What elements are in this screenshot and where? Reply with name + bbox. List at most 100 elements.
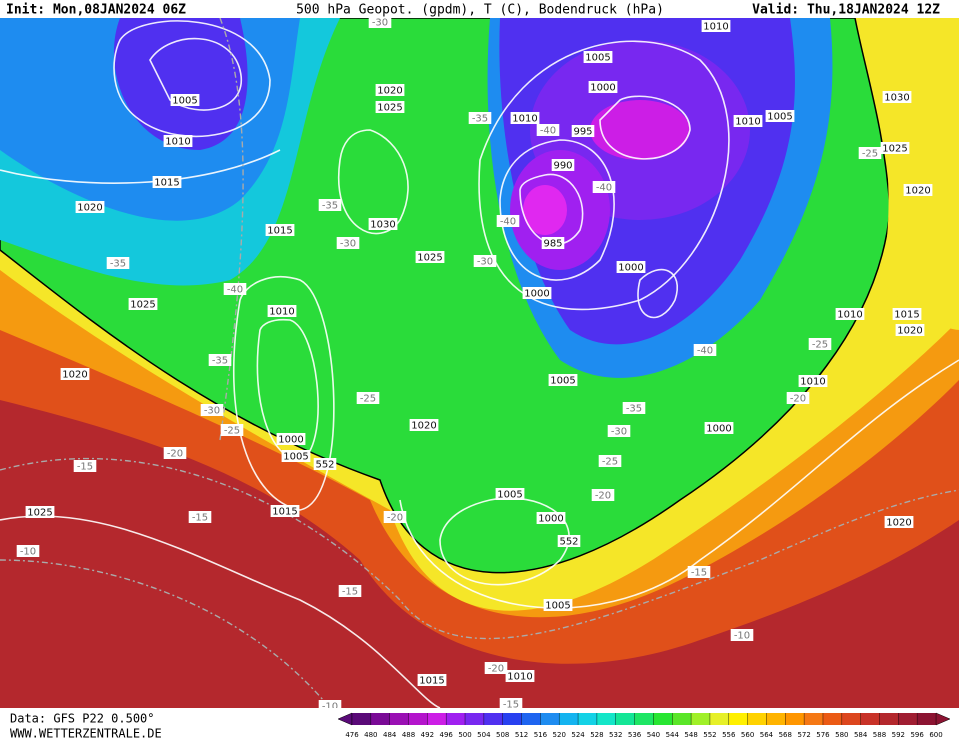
label-box (808, 338, 832, 350)
label-text: 985 (543, 239, 562, 250)
label-text: -35 (212, 356, 228, 367)
label-box (265, 224, 295, 236)
label-text: -35 (626, 404, 642, 415)
label-text: -25 (224, 426, 240, 437)
label-text: 1025 (377, 103, 402, 114)
label-box (884, 516, 914, 528)
contour-label: 1020 (409, 419, 439, 432)
contour-label: -15 (687, 566, 711, 579)
label-box (318, 199, 342, 211)
contour-label: 1010 (835, 308, 865, 321)
label-text: 1010 (800, 377, 825, 388)
contour-label: 1025 (880, 142, 910, 155)
colorbar-tick-label: 496 (440, 731, 454, 739)
label-box (522, 287, 552, 299)
label-text: 1030 (884, 93, 909, 104)
contour-label: 1010 (701, 20, 731, 33)
label-text: 1005 (767, 112, 792, 123)
contour-label: 1000 (616, 261, 646, 274)
contour-label: 1000 (588, 81, 618, 94)
label-box (798, 375, 828, 387)
label-text: 1020 (897, 326, 922, 337)
website: WWW.WETTERZENTRALE.DE (10, 727, 162, 741)
label-box (551, 159, 575, 171)
label-text: 1005 (497, 490, 522, 501)
label-text: 1005 (585, 53, 610, 64)
label-text: -40 (227, 285, 243, 296)
label-text: 1000 (278, 435, 303, 446)
label-box (281, 450, 311, 462)
label-text: -15 (342, 587, 358, 598)
colorbar-tick-label: 544 (666, 731, 680, 739)
label-text: 1020 (377, 86, 402, 97)
label-text: 1020 (411, 421, 436, 432)
contour-label: 1000 (276, 433, 306, 446)
colorbar-bin (540, 713, 560, 725)
contour-label: -10 (730, 629, 754, 642)
colorbar-bin (766, 713, 786, 725)
label-text: 552 (559, 537, 578, 548)
label-box (701, 20, 731, 32)
colorbar-tick-label: 500 (458, 731, 471, 739)
colorbar-tick-label: 516 (534, 731, 548, 739)
contour-label: -25 (808, 338, 832, 351)
label-text: -35 (110, 259, 126, 270)
contour-label: -25 (356, 392, 380, 405)
label-box (313, 458, 337, 470)
label-box (484, 662, 508, 674)
label-text: 1025 (417, 253, 442, 264)
label-box (510, 112, 540, 124)
label-box (473, 255, 497, 267)
contour-label: -20 (591, 489, 615, 502)
label-text: -35 (472, 114, 488, 125)
contour-label: -20 (786, 392, 810, 405)
label-text: -20 (488, 664, 504, 675)
label-box (903, 184, 933, 196)
contour-label: 1010 (505, 670, 535, 683)
label-text: -15 (77, 462, 93, 473)
contour-label: -25 (598, 455, 622, 468)
label-box (338, 585, 362, 597)
label-box (208, 354, 232, 366)
label-box (536, 512, 566, 524)
colorbar-tick-label: 536 (628, 731, 642, 739)
label-box (557, 535, 581, 547)
colorbar-bin (559, 713, 579, 725)
contour-label: 1015 (892, 308, 922, 321)
label-box (505, 670, 535, 682)
label-text: -20 (595, 491, 611, 502)
contour-label: -40 (496, 215, 520, 228)
colorbar-tick-label: 568 (779, 731, 792, 739)
label-text: -40 (540, 126, 556, 137)
label-box (170, 94, 200, 106)
contour-label: 1005 (495, 488, 525, 501)
contour-label: -35 (468, 112, 492, 125)
label-box (368, 218, 398, 230)
label-text: -10 (734, 631, 750, 642)
init-time: Init: Mon,08JAN2024 06Z (6, 3, 186, 18)
label-text: 1025 (130, 300, 155, 311)
label-text: -25 (862, 149, 878, 160)
colorbar-bin (860, 713, 880, 725)
colorbar-bin (804, 713, 824, 725)
label-box (592, 181, 616, 193)
label-text: 1030 (370, 220, 395, 231)
contour-label: 1020 (60, 368, 90, 381)
contour-label: 1030 (882, 91, 912, 104)
label-text: -10 (322, 702, 338, 713)
contour-label: -40 (536, 124, 560, 137)
label-text: 1015 (267, 226, 292, 237)
label-text: -15 (192, 513, 208, 524)
label-text: 1010 (165, 137, 190, 148)
label-box (536, 124, 560, 136)
label-text: 1005 (550, 376, 575, 387)
label-box (880, 142, 910, 154)
label-text: 1010 (512, 114, 537, 125)
label-text: -20 (167, 449, 183, 460)
label-text: 1005 (172, 96, 197, 107)
contour-label: -25 (220, 424, 244, 437)
contour-label: -15 (188, 511, 212, 524)
colorbar-tick-label: 572 (797, 731, 810, 739)
label-box (276, 433, 306, 445)
colorbar-tick-label: 540 (647, 731, 660, 739)
